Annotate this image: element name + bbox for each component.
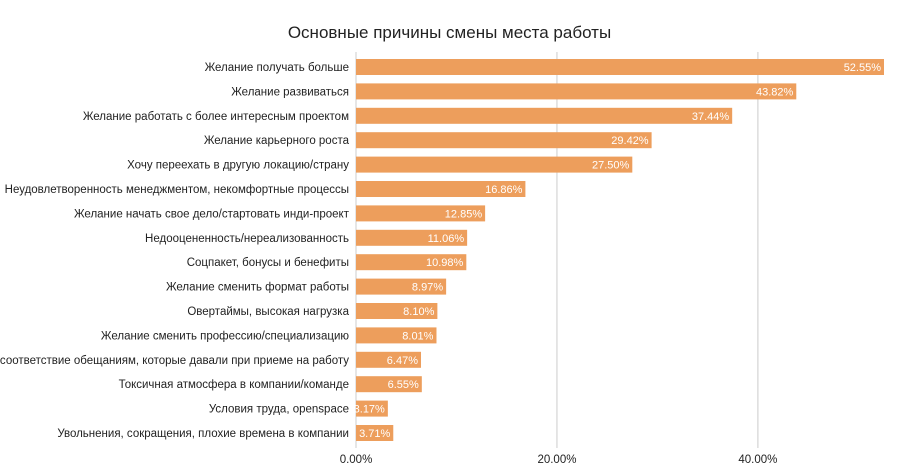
- value-label: 43.82%: [756, 86, 794, 98]
- value-label: 29.42%: [611, 135, 649, 147]
- value-label: 6.55%: [388, 379, 419, 391]
- category-label: Желание карьерного роста: [204, 135, 350, 147]
- value-label: 16.86%: [485, 184, 523, 196]
- value-label: 52.55%: [844, 62, 882, 74]
- bar: [356, 278, 447, 295]
- value-label: 12.85%: [445, 208, 483, 220]
- category-label: Неудовлетворенность менеджментом, некомф…: [5, 184, 349, 196]
- value-label: 11.06%: [428, 233, 465, 245]
- category-label: Токсичная атмосфера в компании/команде: [119, 379, 349, 391]
- bar: [356, 229, 468, 246]
- value-label: 8.01%: [402, 330, 433, 342]
- value-label: 37.44%: [692, 111, 730, 123]
- category-label: Овертаймы, высокая нагрузка: [187, 306, 349, 318]
- value-label: 10.98%: [426, 257, 464, 269]
- bar: [356, 107, 733, 124]
- category-label: Увольнения, сокращения, плохие времена в…: [57, 428, 349, 440]
- bar: [356, 376, 422, 393]
- x-tick-label: 20.00%: [537, 454, 576, 466]
- category-label: Недооцененность/нереализованность: [145, 233, 349, 245]
- category-label: Желание получать больше: [205, 62, 349, 74]
- category-label: Хочу переехать в другую локацию/страну: [127, 160, 349, 172]
- value-label: 8.10%: [403, 306, 434, 318]
- bar: [356, 425, 394, 441]
- bar: [356, 351, 422, 368]
- bar: [356, 156, 633, 173]
- value-label: 3.17%: [354, 404, 385, 416]
- category-label: Желание начать свое дело/стартовать инди…: [74, 208, 350, 220]
- category-label: Несоответствие обещаниям, которые давали…: [0, 355, 349, 367]
- category-labels: Желание получать больше Желание развивать…: [0, 62, 350, 440]
- category-label: Условия труда, openspace: [209, 404, 349, 416]
- bar: [356, 205, 486, 222]
- bar: [356, 132, 652, 149]
- x-axis-ticks: 0.00% 20.00% 40.00%: [340, 454, 778, 466]
- value-label: 8.97%: [412, 282, 443, 294]
- bar: [356, 181, 526, 197]
- chart-title: Основные причины смены места работы: [288, 23, 611, 42]
- category-label: Желание сменить формат работы: [166, 282, 349, 294]
- bars: [356, 59, 884, 441]
- bar: [356, 254, 467, 271]
- category-label: Желание работать с более интересным прое…: [83, 111, 349, 123]
- bar: [356, 400, 388, 417]
- value-labels: 52.55% 43.82% 37.44% 29.42% 27.50% 16.86%12.8…: [354, 62, 882, 440]
- value-label: 6.47%: [387, 355, 418, 367]
- category-label: Желание сменить профессию/специализацию: [101, 330, 349, 342]
- bar: [356, 327, 437, 344]
- x-tick-label: 0.00%: [340, 454, 373, 466]
- x-tick-label: 40.00%: [738, 454, 777, 466]
- bar: [356, 83, 797, 100]
- category-label: Желание развиваться: [231, 86, 349, 98]
- category-label: Соцпакет, бонусы и бенефиты: [187, 257, 349, 269]
- value-label: 27.50%: [592, 160, 630, 172]
- bar: [356, 303, 438, 319]
- value-label: 3.71%: [359, 428, 390, 440]
- bar: [356, 59, 884, 75]
